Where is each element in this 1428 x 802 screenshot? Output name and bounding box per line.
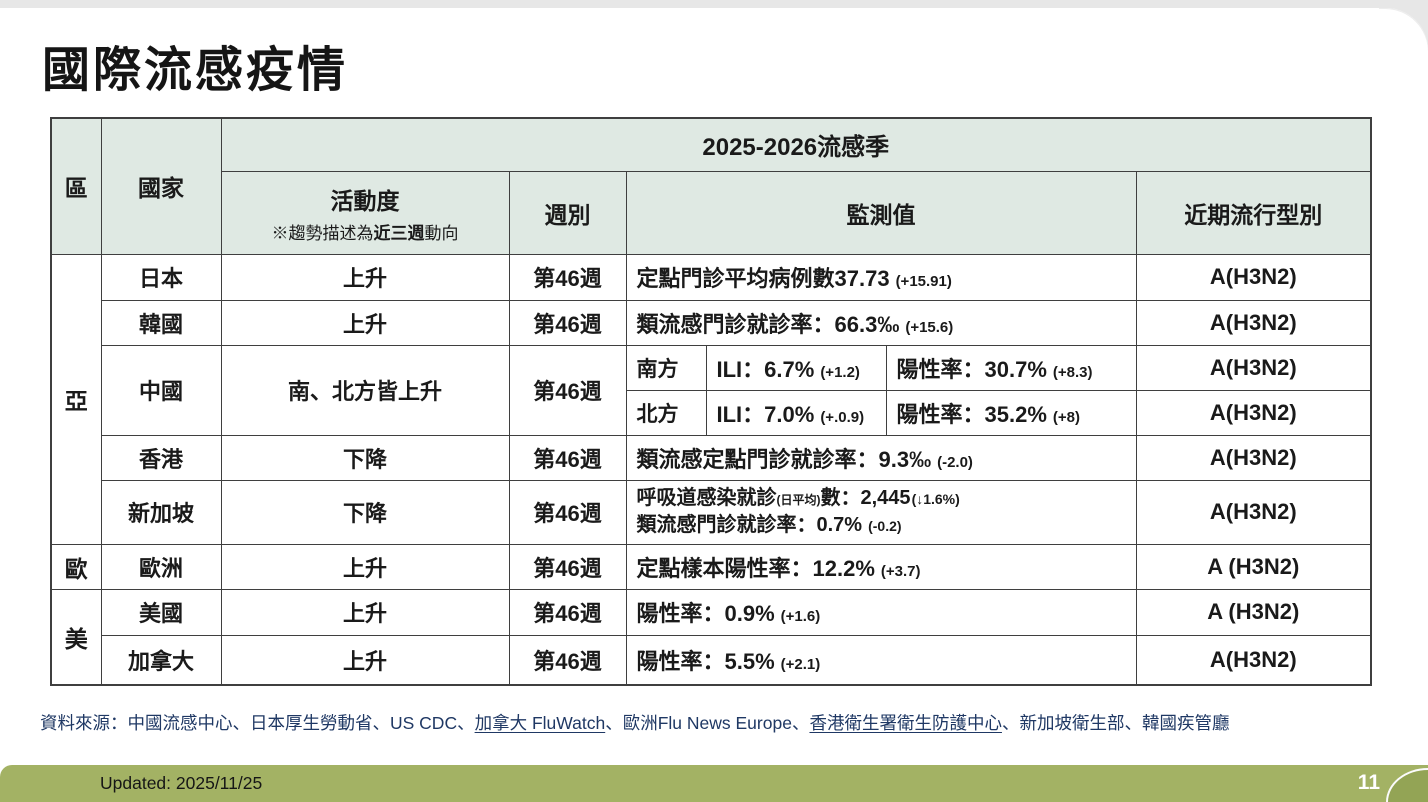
table-row-hongkong: 香港 下降 第46週 類流感定點門診就診率：9.3‰ (-2.0) A(H3N2): [51, 434, 1372, 481]
table-row-europe: 歐 歐洲 上升 第46週 定點樣本陽性率：12.2% (+3.7) A (H3N2…: [50, 543, 1372, 590]
week-cell-korea: 第46週: [508, 299, 627, 346]
country-cell-china: 中國: [100, 344, 222, 436]
china-north-ili-delta: (+.0.9): [820, 408, 865, 426]
type-cell-hongkong: A(H3N2): [1135, 434, 1372, 481]
monitor-cell-japan: 定點門診平均病例數37.73 (+15.91): [625, 253, 1137, 301]
monitor-delta-japan: (+15.91): [895, 273, 952, 290]
china-north-positivity-delta: (+8): [1052, 408, 1080, 426]
monitor-cell-singapore: 呼吸道感染就診(日平均)數：2,445(↓1.6%) 類流感門診就診率：0.7%…: [625, 479, 1137, 545]
singapore-line1-delta: (↓1.6%): [911, 491, 960, 507]
monitor-delta-korea: (+15.6): [905, 318, 954, 336]
monitor-cell-europe: 定點樣本陽性率：12.2% (+3.7): [625, 543, 1137, 590]
activity-cell-japan: 上升: [220, 253, 510, 301]
type-cell-korea: A(H3N2): [1135, 299, 1372, 346]
sources-text-1: 資料來源：中國流感中心、日本厚生勞動省、US CDC、: [40, 713, 475, 733]
activity-cell-singapore: 下降: [220, 479, 510, 545]
china-south-ili-delta: (+1.2): [820, 363, 860, 381]
type-cell-china-south: A(H3N2): [1135, 344, 1372, 391]
type-cell-singapore: A(H3N2): [1135, 479, 1372, 545]
china-south-ili-cell: ILI：6.7% (+1.2): [705, 344, 887, 391]
activity-cell-canada: 上升: [220, 634, 510, 686]
slide: 國際流感疫情 區 國家 2025-2026流感季 活動度 ※趨勢描述為近三週動向: [0, 8, 1428, 802]
activity-cell-hongkong: 下降: [220, 434, 510, 481]
source-link-hk-chp[interactable]: 香港衛生署衛生防護中心: [809, 713, 1002, 733]
header-type: 近期流行型別: [1135, 170, 1372, 255]
monitor-cell-hongkong: 類流感定點門診就診率：9.3‰ (-2.0): [625, 434, 1137, 481]
type-cell-japan: A(H3N2): [1135, 253, 1372, 301]
data-sources-line: 資料來源：中國流感中心、日本厚生勞動省、US CDC、加拿大 FluWatch、…: [40, 710, 1229, 735]
header-activity-label: 活動度: [330, 187, 400, 214]
type-cell-china-north: A(H3N2): [1135, 389, 1372, 436]
singapore-daily-average-note: (日平均): [776, 493, 821, 507]
monitor-cell-usa: 陽性率：0.9% (+1.6): [625, 588, 1137, 636]
monitor-delta-hongkong: (-2.0): [937, 453, 973, 471]
sources-text-3: 、新加坡衛生部、韓國疾管廳: [1001, 713, 1230, 733]
type-cell-europe: A (H3N2): [1135, 543, 1372, 590]
table-row-japan: 亞 日本 上升 第46週 定點門診平均病例數37.73 (+15.91) A(H3…: [50, 253, 1372, 545]
singapore-monitor-line2: 類流感門診就診率：0.7% (-0.2): [636, 514, 902, 536]
table-row-china-north: 北方 ILI：7.0% (+.0.9) 陽性率：35.2% (+8) A(H3N2): [51, 389, 1372, 436]
activity-cell-china: 南、北方皆上升: [220, 344, 510, 436]
week-cell-japan: 第46週: [508, 253, 627, 301]
week-cell-europe: 第46週: [508, 543, 627, 590]
week-cell-china: 第46週: [508, 344, 627, 436]
slide-corner-curve: [1379, 8, 1428, 58]
sources-text-2: 、歐洲Flu News Europe、: [605, 713, 810, 733]
singapore-line2-delta: (-0.2): [868, 518, 902, 534]
region-cell-asia: 亞: [50, 253, 102, 545]
china-south-label: 南方: [625, 344, 707, 391]
china-south-positivity-cell: 陽性率：30.7% (+8.3): [885, 344, 1137, 391]
country-cell-europe: 歐洲: [100, 543, 222, 590]
table-row-singapore: 新加坡 下降 第46週 呼吸道感染就診(日平均)數：2,445(↓1.6%) 類…: [51, 479, 1372, 545]
region-cell-america: 美: [50, 588, 102, 686]
activity-cell-korea: 上升: [220, 299, 510, 346]
header-week: 週別: [508, 170, 627, 255]
header-monitor: 監測值: [625, 170, 1137, 255]
country-cell-korea: 韓國: [100, 299, 222, 346]
activity-cell-usa: 上升: [220, 588, 510, 636]
country-cell-japan: 日本: [100, 253, 222, 301]
monitor-delta-usa: (+1.6): [780, 608, 821, 625]
page-title: 國際流感疫情: [42, 44, 349, 97]
monitor-delta-europe: (+3.7): [880, 562, 921, 580]
header-season: 2025-2026流感季: [220, 117, 1372, 172]
bottom-bar: Updated: 2025/11/25 11: [0, 765, 1428, 802]
week-cell-usa: 第46週: [508, 588, 627, 636]
table-row-canada: 加拿大 上升 第46週 陽性率：5.5% (+2.1) A(H3N2): [51, 634, 1372, 686]
type-cell-canada: A(H3N2): [1135, 634, 1372, 686]
activity-cell-europe: 上升: [220, 543, 510, 590]
flu-table: 區 國家 2025-2026流感季 活動度 ※趨勢描述為近三週動向 週別 監測值…: [50, 117, 1373, 686]
country-cell-singapore: 新加坡: [100, 479, 222, 545]
flu-table-container: 區 國家 2025-2026流感季 活動度 ※趨勢描述為近三週動向 週別 監測值…: [50, 117, 1373, 686]
page-number: 11: [1357, 771, 1380, 794]
region-cell-europe: 歐: [50, 543, 102, 590]
week-cell-hongkong: 第46週: [508, 434, 627, 481]
monitor-delta-canada: (+2.1): [780, 655, 821, 673]
header-activity-note: ※趨勢描述為近三週動向: [271, 223, 459, 243]
corner-fold: [1386, 768, 1428, 802]
china-south-positivity-delta: (+8.3): [1052, 363, 1093, 381]
china-north-ili-cell: ILI：7.0% (+.0.9): [705, 389, 887, 436]
table-row-korea: 韓國 上升 第46週 類流感門診就診率：66.3‰ (+15.6) A(H3N2): [51, 299, 1372, 346]
monitor-cell-canada: 陽性率：5.5% (+2.1): [625, 634, 1137, 686]
updated-label: Updated: 2025/11/25: [100, 773, 263, 793]
monitor-cell-korea: 類流感門診就診率：66.3‰ (+15.6): [625, 299, 1137, 346]
table-row-usa: 美 美國 上升 第46週 陽性率：0.9% (+1.6) A (H3N2): [50, 588, 1372, 686]
china-north-label: 北方: [625, 389, 707, 436]
singapore-monitor-line1: 呼吸道感染就診(日平均)數：2,445(↓1.6%): [636, 487, 960, 509]
country-cell-usa: 美國: [100, 588, 222, 636]
country-cell-hongkong: 香港: [100, 434, 222, 481]
header-region: 區: [50, 117, 102, 255]
header-country: 國家: [100, 117, 222, 255]
type-cell-usa: A (H3N2): [1135, 588, 1372, 636]
source-link-fluwatch[interactable]: 加拿大 FluWatch: [474, 713, 606, 733]
table-row-china-south: 中國 南、北方皆上升 第46週 南方 ILI：6.7% (+1.2) 陽性率：30…: [51, 344, 1372, 436]
week-cell-canada: 第46週: [508, 634, 627, 686]
header-activity: 活動度 ※趨勢描述為近三週動向: [220, 170, 510, 255]
country-cell-canada: 加拿大: [100, 634, 222, 686]
china-north-positivity-cell: 陽性率：35.2% (+8): [885, 389, 1137, 436]
week-cell-singapore: 第46週: [508, 479, 627, 545]
